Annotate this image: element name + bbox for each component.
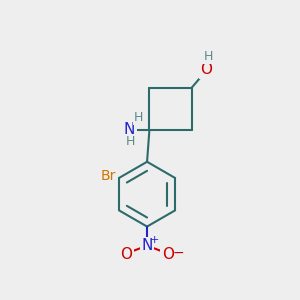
Text: H: H — [134, 111, 143, 124]
Text: +: + — [150, 235, 159, 245]
Text: N: N — [124, 122, 135, 137]
Text: O: O — [120, 247, 132, 262]
Text: N: N — [141, 238, 153, 253]
Text: H: H — [126, 135, 136, 148]
Text: Br: Br — [101, 169, 116, 184]
Text: O: O — [162, 247, 174, 262]
Text: H: H — [204, 50, 213, 63]
Text: −: − — [172, 246, 184, 260]
Text: O: O — [200, 62, 212, 77]
